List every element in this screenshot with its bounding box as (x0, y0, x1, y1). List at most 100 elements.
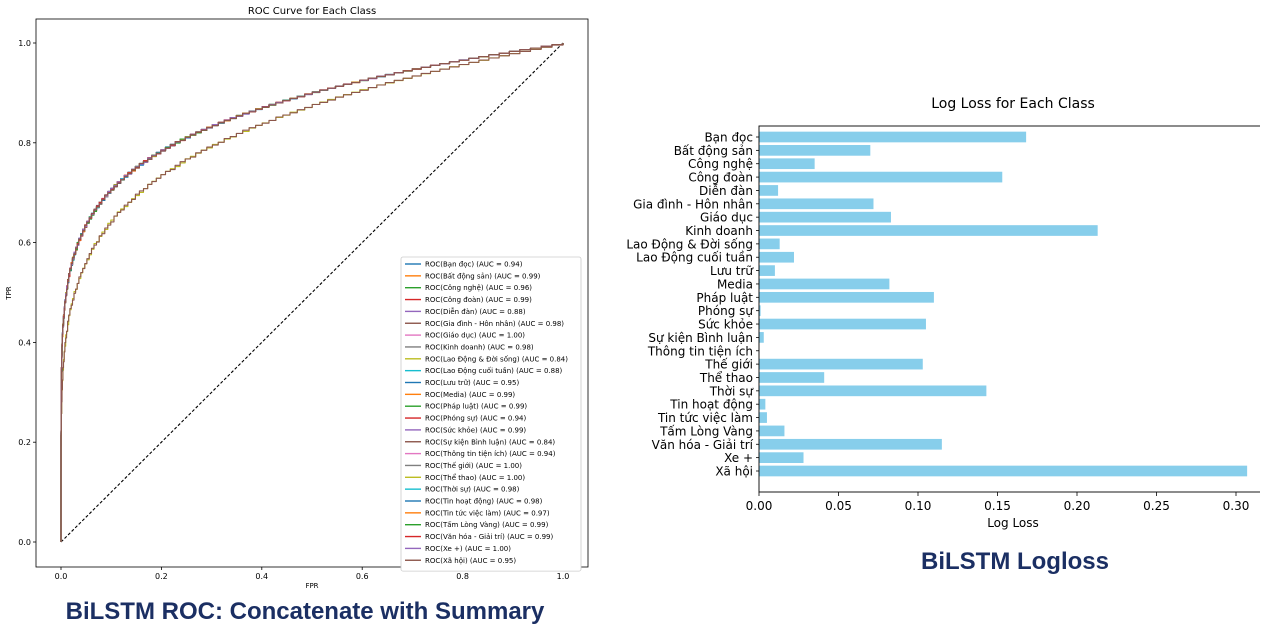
logloss-bar (759, 425, 785, 437)
roc-legend-label: ROC(Gia đình - Hôn nhân) (AUC = 0.98) (425, 320, 564, 328)
logloss-caption: BiLSTM Logloss (921, 548, 1109, 575)
logloss-bar (759, 225, 1098, 236)
logloss-category-label: Giáo dục (700, 211, 753, 225)
roc-x-tick-label: 0.8 (456, 572, 469, 581)
logloss-bar (759, 145, 871, 156)
roc-x-tick-label: 0.4 (255, 572, 268, 581)
logloss-x-tick-label: 0.25 (1143, 499, 1170, 513)
logloss-bar (759, 358, 923, 370)
logloss-bar (759, 291, 934, 303)
logloss-bar (759, 265, 775, 276)
logloss-bar (759, 412, 767, 423)
logloss-bar (759, 318, 926, 330)
logloss-bar (759, 372, 825, 383)
roc-caption: BiLSTM ROC: Concatenate with Summary (65, 598, 545, 625)
logloss-x-tick-label: 0.20 (1064, 499, 1091, 513)
roc-curve (60, 43, 564, 542)
logloss-bar (759, 185, 779, 196)
logloss-bar (759, 171, 1003, 183)
logloss-bar (759, 438, 942, 450)
roc-y-tick-label: 0.2 (18, 438, 31, 447)
roc-chart: ROC Curve for Each Class 0.0 0.2 0.4 0.6 0.8 1… (5, 6, 589, 590)
logloss-bar (759, 238, 780, 250)
logloss-category-label: Xã hội (715, 465, 753, 479)
logloss-category-label: Media (717, 277, 753, 291)
roc-legend-label: ROC(Media) (AUC = 0.99) (425, 391, 515, 399)
logloss-category-label: Thông tin tiện ích (647, 344, 753, 358)
logloss-category-label: Bạn đọc (704, 131, 753, 145)
roc-legend-label: ROC(Pháp luật) (AUC = 0.99) (425, 403, 527, 411)
roc-title: ROC Curve for Each Class (248, 6, 376, 17)
logloss-bar (759, 251, 794, 263)
roc-legend-label: ROC(Bạn đọc) (AUC = 0.94) (425, 261, 523, 269)
roc-y-tick-label: 1.0 (18, 39, 31, 48)
logloss-x-tick-label: 0.05 (825, 499, 852, 513)
roc-curve (60, 43, 564, 542)
roc-legend-label: ROC(Giáo dục) (AUC = 1.00) (425, 332, 525, 340)
logloss-bar (759, 398, 766, 410)
logloss-category-label: Lao Động & Đời sống (626, 237, 753, 251)
roc-legend-label: ROC(Tấm Lòng Vàng) (AUC = 0.99) (425, 521, 549, 529)
roc-y-tick-label: 0.0 (18, 538, 31, 547)
roc-y-axis-label: TPR (5, 286, 13, 300)
logloss-category-label: Gia đình - Hôn nhân (633, 197, 753, 211)
logloss-bar (759, 131, 1027, 143)
logloss-x-tick-label: 0.10 (905, 499, 932, 513)
logloss-bar (759, 465, 1248, 477)
logloss-bar (759, 385, 987, 397)
logloss-plot-frame (758, 125, 1260, 493)
logloss-category-label: Công nghệ (688, 157, 753, 171)
logloss-x-tick-label: 0.30 (1223, 499, 1250, 513)
logloss-bar (759, 278, 890, 290)
roc-legend-label: ROC(Lao Động cuối tuần) (AUC = 0.88) (425, 367, 563, 375)
logloss-bar (759, 158, 815, 170)
roc-x-tick-label: 0.6 (356, 572, 369, 581)
logloss-category-label: Thể thao (699, 371, 753, 385)
logloss-category-label: Lao Động cuối tuần (636, 251, 753, 265)
roc-legend-label: ROC(Phóng sự) (AUC = 0.94) (425, 415, 527, 423)
roc-legend-label: ROC(Sự kiện Bình luận) (AUC = 0.84) (425, 438, 555, 446)
roc-legend-label: ROC(Thông tin tiện ích) (AUC = 0.94) (425, 450, 556, 458)
roc-legend-label: ROC(Văn hóa - Giải trí) (AUC = 0.99) (425, 533, 554, 541)
logloss-category-label: Phóng sự (698, 304, 754, 318)
roc-x-tick-label: 0.2 (155, 572, 168, 581)
roc-legend-label: ROC(Xã hội) (AUC = 0.95) (425, 557, 516, 565)
logloss-bar (759, 452, 804, 463)
logloss-category-label: Xe + (724, 451, 753, 465)
roc-y-tick-label: 0.4 (18, 338, 31, 347)
roc-legend-label: ROC(Thế giới) (AUC = 1.00) (425, 462, 522, 470)
logloss-x-axis-label: Log Loss (987, 516, 1039, 530)
logloss-bar (759, 332, 764, 343)
logloss-category-label: Tin hoạt động (669, 398, 753, 412)
logloss-bar (759, 211, 891, 223)
roc-legend-label: ROC(Sức khỏe) (AUC = 0.99) (425, 426, 526, 434)
roc-legend-label: ROC(Lao Động & Đời sống) (AUC = 0.84) (425, 355, 568, 363)
logloss-category-label: Bất động sản (674, 144, 753, 158)
logloss-category-label: Diễn đàn (699, 184, 753, 198)
logloss-category-label: Tấm Lòng Vàng (659, 424, 753, 438)
logloss-category-label: Lưu trữ (710, 264, 754, 278)
logloss-category-label: Thế giới (704, 358, 753, 372)
logloss-category-label: Thời sự (709, 384, 755, 398)
roc-legend-box (400, 256, 582, 572)
roc-y-tick-label: 0.8 (18, 139, 31, 148)
logloss-category-label: Sức khỏe (698, 318, 753, 332)
roc-legend-label: ROC(Tin hoạt động) (AUC = 0.98) (425, 498, 543, 506)
logloss-x-tick-label: 0.15 (984, 499, 1011, 513)
logloss-bar (759, 305, 761, 317)
roc-legend-label: ROC(Xe +) (AUC = 1.00) (425, 545, 511, 553)
logloss-x-tick-label: 0.00 (746, 499, 773, 513)
roc-legend-label: ROC(Kinh doanh) (AUC = 0.98) (425, 343, 534, 351)
roc-x-axis-label: FPR (305, 582, 318, 590)
logloss-category-label: Pháp luật (696, 291, 753, 305)
roc-legend-label: ROC(Bất động sản) (AUC = 0.99) (425, 272, 541, 280)
logloss-category-label: Công đoàn (688, 171, 753, 185)
roc-legend-label: ROC(Thể thao) (AUC = 1.00) (425, 473, 525, 482)
roc-legend-label: ROC(Công nghệ) (AUC = 0.96) (425, 284, 532, 292)
roc-legend-label: ROC(Công đoàn) (AUC = 0.99) (425, 296, 532, 304)
roc-legend-label: ROC(Thời sự) (AUC = 0.98) (425, 486, 520, 494)
logloss-bar (759, 198, 874, 210)
roc-diagonal-line (60, 42, 564, 543)
roc-legend-label: ROC(Lưu trữ) (AUC = 0.95) (425, 379, 519, 387)
logloss-category-label: Kinh doanh (685, 224, 753, 238)
